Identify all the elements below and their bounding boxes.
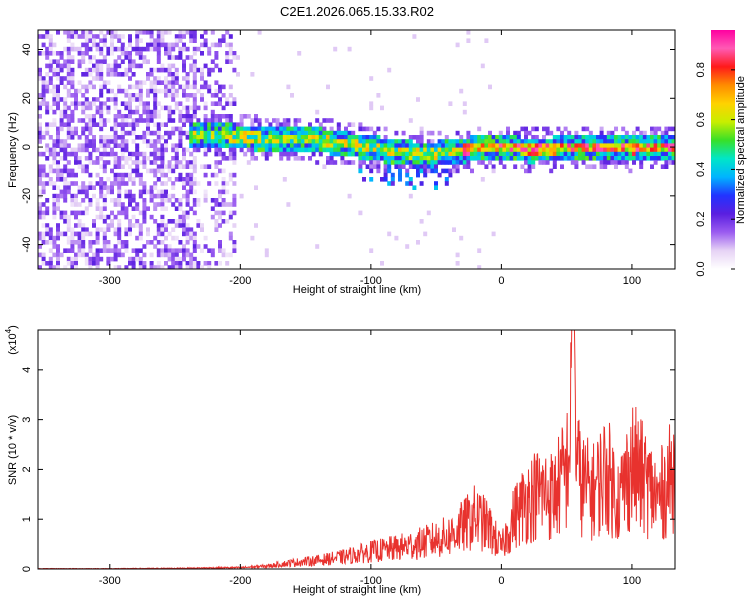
colorbar-tick-label: 0.2 (695, 212, 707, 227)
snr-y-multiplier-exp: 4 (4, 328, 13, 333)
x-tick-label: -100 (360, 275, 382, 287)
snr-x-label: Height of straight line (km) (293, 584, 421, 596)
colorbar-tick-label: 0.8 (695, 62, 707, 77)
x-tick-label: -300 (99, 275, 121, 287)
spectrogram-y-label: Frequency (Hz) (7, 112, 19, 188)
y-tick-label: 1 (21, 516, 33, 522)
colorbar-gradient (711, 30, 735, 269)
x-tick-label: 0 (498, 575, 504, 587)
y-tick-label: -20 (21, 188, 33, 204)
snr-series-line (38, 330, 675, 569)
spectrogram-y-ticks: -40 -20 0 20 40 (21, 43, 675, 253)
snr-y-multiplier: (x104) (4, 325, 19, 355)
spectrogram-x-ticks: -300 -200 -100 0 100 (99, 30, 641, 287)
x-tick-label: -300 (99, 575, 121, 587)
y-tick-label: 20 (21, 92, 33, 104)
snr-x-ticks: -300 -200 -100 0 100 (99, 330, 641, 587)
x-tick-label: -100 (360, 575, 382, 587)
x-tick-label: -200 (229, 575, 251, 587)
y-tick-label: 0 (21, 566, 33, 572)
snr-y-multiplier-base: (x10 (7, 333, 19, 354)
colorbar-tick-label: 0.4 (695, 162, 707, 177)
colorbar-label: Normalized spectral amplitude (735, 76, 747, 224)
spectrogram-x-label: Height of straight line (km) (293, 284, 421, 296)
figure-title: C2E1.2026.065.15.33.R02 (280, 4, 434, 19)
snr-y-label: SNR (10 * v/v) (7, 415, 19, 485)
snr-y-ticks: 0 1 2 3 4 (21, 367, 675, 572)
x-tick-label: 100 (623, 575, 641, 587)
y-tick-label: 0 (21, 144, 33, 150)
colorbar-ticks: 0.0 0.2 0.4 0.6 0.8 (695, 62, 735, 277)
colorbar-tick-label: 0.0 (695, 261, 707, 276)
y-tick-label: 40 (21, 43, 33, 55)
y-tick-label: 2 (21, 466, 33, 472)
snr-frame (37, 329, 676, 570)
y-tick-label: 3 (21, 417, 33, 423)
x-tick-label: -200 (229, 275, 251, 287)
y-tick-label: -40 (21, 237, 33, 253)
colorbar: 0.0 0.2 0.4 0.6 0.8 Normalized spectral ampl… (695, 30, 747, 277)
x-tick-label: 100 (623, 275, 641, 287)
spectrogram-frame (37, 29, 676, 270)
colorbar-tick-label: 0.6 (695, 112, 707, 127)
heatmap-cells (38, 30, 675, 269)
snr-panel: -300 -200 -100 0 100 0 1 2 3 4 Height of straigh… (4, 325, 676, 596)
x-tick-label: 0 (498, 275, 504, 287)
y-tick-label: 4 (21, 367, 33, 373)
